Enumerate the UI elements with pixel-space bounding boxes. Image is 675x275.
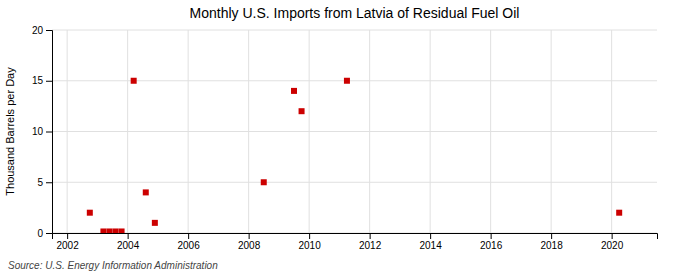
x-tick-label: 2014 bbox=[420, 240, 443, 251]
y-axis: 0 5 10 15 20 bbox=[32, 25, 53, 239]
y-axis-line bbox=[46, 31, 53, 234]
point bbox=[100, 228, 106, 233]
x-tick-label: 2010 bbox=[299, 240, 322, 251]
y-tick-mark bbox=[46, 182, 52, 183]
x-tick-label: 2016 bbox=[480, 240, 503, 251]
x-tick-label: 2018 bbox=[541, 240, 564, 251]
x-tick: 2018 bbox=[541, 233, 564, 251]
x-tick-mark bbox=[430, 233, 431, 239]
x-tick-label: 2020 bbox=[601, 240, 624, 251]
x-tick: 2008 bbox=[238, 233, 261, 251]
y-tick: 15 bbox=[32, 75, 52, 86]
y-grid-line bbox=[52, 182, 657, 183]
x-tick-label: 2006 bbox=[178, 240, 201, 251]
y-tick-mark bbox=[46, 81, 52, 82]
point bbox=[131, 78, 137, 84]
points bbox=[87, 78, 622, 233]
x-tick-mark bbox=[370, 233, 371, 239]
y-tick-label: 15 bbox=[32, 75, 44, 86]
point bbox=[113, 228, 119, 233]
y-tick: 20 bbox=[32, 25, 52, 36]
x-tick-mark bbox=[128, 233, 129, 239]
x-tick-label: 2012 bbox=[359, 240, 382, 251]
x-tick-mark bbox=[309, 233, 310, 239]
x-tick-mark bbox=[612, 233, 613, 239]
y-grid-line bbox=[52, 131, 657, 132]
y-tick: 0 bbox=[37, 228, 52, 239]
y-axis-title: Thousand Barrels per Day bbox=[4, 67, 16, 196]
x-tick-mark bbox=[188, 233, 189, 239]
x-tick-mark bbox=[249, 233, 250, 239]
y-tick-mark bbox=[46, 233, 52, 234]
point bbox=[87, 210, 93, 216]
point bbox=[291, 88, 297, 94]
y-tick-label: 5 bbox=[37, 177, 43, 188]
y-tick-mark bbox=[46, 132, 52, 133]
point bbox=[299, 108, 305, 114]
point bbox=[106, 228, 112, 233]
x-tick: 2016 bbox=[480, 233, 503, 251]
x-tick-mark bbox=[491, 233, 492, 239]
x-axis-line bbox=[53, 234, 658, 240]
chart: 2002200420062008201020122014201620182020… bbox=[0, 0, 675, 275]
y-tick: 10 bbox=[32, 126, 52, 137]
x-tick-mark bbox=[67, 233, 68, 239]
x-tick-label: 2002 bbox=[57, 240, 80, 251]
point bbox=[344, 78, 350, 84]
y-tick-label: 10 bbox=[32, 126, 44, 137]
x-tick-label: 2004 bbox=[117, 240, 140, 251]
x-tick: 2002 bbox=[57, 233, 80, 251]
y-tick-mark bbox=[46, 30, 52, 31]
grid bbox=[52, 30, 657, 233]
point bbox=[152, 220, 158, 226]
x-tick-label: 2008 bbox=[238, 240, 261, 251]
y-tick-label: 0 bbox=[37, 228, 43, 239]
x-tick-mark bbox=[551, 233, 552, 239]
y-tick-label: 20 bbox=[32, 25, 44, 36]
x-tick: 2010 bbox=[299, 233, 322, 251]
point bbox=[261, 179, 267, 185]
x-tick: 2020 bbox=[601, 233, 624, 251]
x-tick: 2014 bbox=[420, 233, 443, 251]
x-tick: 2012 bbox=[359, 233, 382, 251]
y-grid-line bbox=[52, 30, 657, 31]
title: Monthly U.S. Imports from Latvia of Resi… bbox=[190, 5, 520, 21]
x-tick: 2004 bbox=[117, 233, 140, 251]
y-grid-line bbox=[52, 80, 657, 81]
plot-area: 2002200420062008201020122014201620182020… bbox=[32, 25, 658, 251]
point bbox=[616, 210, 622, 216]
point bbox=[143, 189, 149, 195]
source-note: Source: U.S. Energy Information Administ… bbox=[8, 260, 218, 271]
y-tick: 5 bbox=[37, 177, 52, 188]
x-axis: 2002 2004 2006 2008 2010 2012 2014 2016 2018 2020 bbox=[53, 233, 658, 251]
x-tick: 2006 bbox=[178, 233, 201, 251]
point bbox=[119, 228, 125, 233]
